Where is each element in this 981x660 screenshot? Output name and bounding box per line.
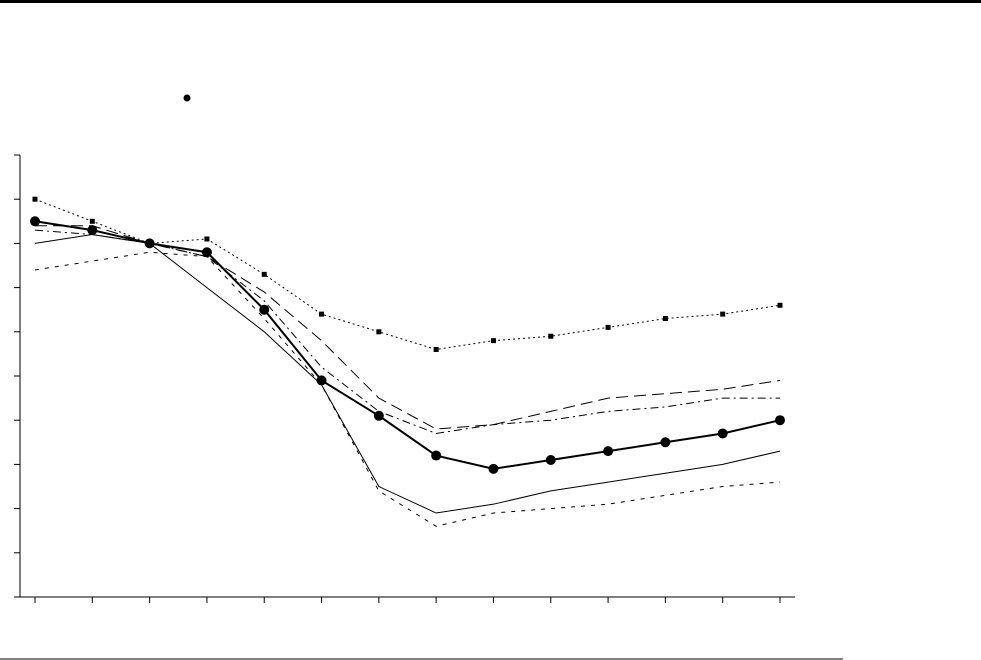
point (662, 316, 668, 322)
point (261, 271, 267, 277)
series-line (34, 198, 781, 350)
point (720, 311, 726, 317)
legend-marker (183, 94, 191, 102)
point (89, 218, 95, 224)
point (201, 247, 212, 258)
point (603, 446, 614, 457)
point (775, 415, 785, 426)
series-line (35, 225, 781, 430)
point (431, 450, 442, 461)
point (488, 463, 499, 474)
series-line (34, 220, 781, 470)
point (87, 225, 98, 236)
point (319, 311, 325, 317)
point (777, 302, 783, 308)
point (605, 324, 611, 330)
point (373, 410, 384, 421)
series-line (34, 251, 781, 527)
point (660, 437, 671, 448)
point (717, 428, 728, 439)
series-line (34, 229, 780, 434)
point (490, 338, 496, 344)
point (545, 454, 556, 465)
point (548, 333, 554, 339)
point (30, 216, 40, 227)
series-line (34, 234, 781, 514)
point (32, 196, 38, 202)
point (259, 304, 270, 315)
point (433, 346, 439, 352)
point (376, 329, 382, 335)
point (204, 236, 210, 242)
point (316, 375, 327, 386)
